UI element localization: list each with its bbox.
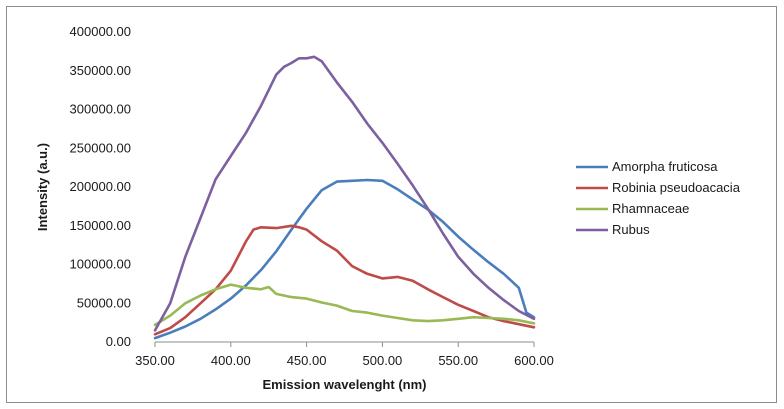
x-axis-title: Emission wavelenght (nm)	[263, 377, 427, 392]
y-axis-title: Intensity (a.u.)	[35, 143, 50, 231]
legend: Amorpha fruticosa Robinia pseudoacacia Rha…	[576, 159, 741, 237]
y-tick-label: 400000.00	[70, 24, 131, 39]
y-tick-label: 300000.00	[70, 102, 131, 117]
legend-label: Amorpha fruticosa	[612, 159, 718, 174]
y-tick-label: 50000.00	[77, 295, 131, 310]
series-line-rubus	[153, 55, 536, 332]
series-line-amorpha-fruticosa	[153, 178, 536, 340]
x-tick-label: 550.00	[438, 353, 478, 368]
x-axis-ticks: 350.00 400.00 450.00 500.00 550.00 600.00	[135, 342, 554, 368]
y-axis-ticks: 0.00 50000.00 100000.00 150000.00 200000.00 2…	[70, 24, 131, 349]
y-tick-label: 350000.00	[70, 63, 131, 78]
series-line-robinia-pseudoacacia	[153, 224, 536, 336]
series-line-rhamnaceae	[153, 283, 536, 327]
y-tick-label: 250000.00	[70, 140, 131, 155]
y-tick-label: 150000.00	[70, 218, 131, 233]
legend-label: Robinia pseudoacacia	[612, 180, 741, 195]
series-lines	[153, 55, 536, 340]
y-tick-label: 100000.00	[70, 257, 131, 272]
x-tick-label: 450.00	[287, 353, 327, 368]
y-tick-label: 200000.00	[70, 179, 131, 194]
y-tick-label: 0.00	[106, 334, 131, 349]
x-tick-label: 500.00	[363, 353, 403, 368]
chart-frame	[6, 6, 777, 403]
x-tick-label: 600.00	[514, 353, 554, 368]
legend-label: Rhamnaceae	[612, 201, 689, 216]
x-tick-label: 400.00	[211, 353, 251, 368]
legend-label: Rubus	[612, 222, 650, 237]
x-tick-label: 350.00	[135, 353, 175, 368]
